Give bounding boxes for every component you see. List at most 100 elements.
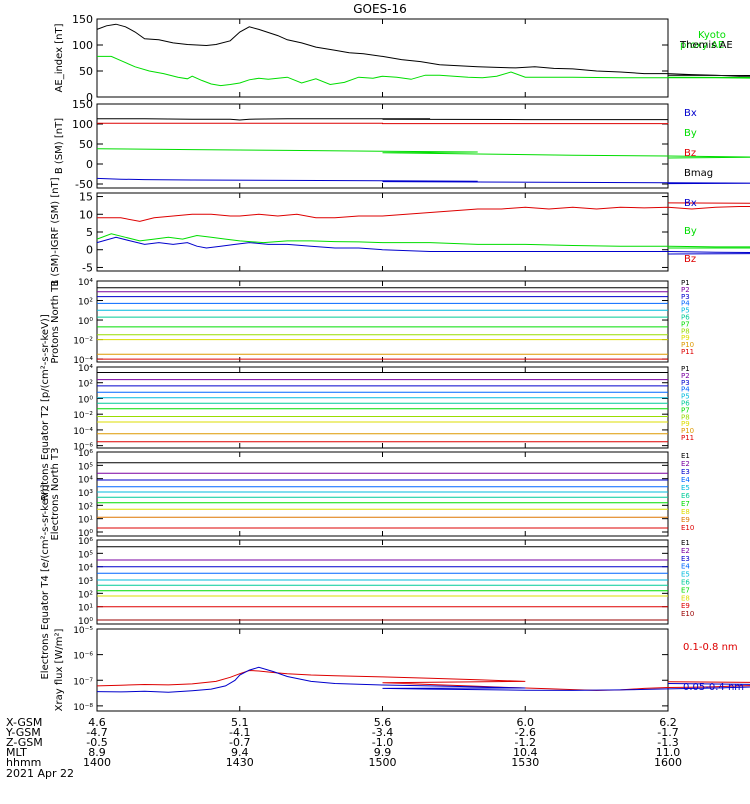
legend-entry: E1 (681, 539, 690, 547)
y-tick-label: 150 (72, 98, 93, 111)
legend-entry: E1 (681, 452, 690, 460)
y-tick-label: 10³ (78, 577, 93, 587)
legend-entry: E2 (681, 547, 690, 555)
footer-value: 1430 (226, 756, 254, 769)
legend-entry: E5 (681, 484, 690, 492)
y-tick-label: 10⁴ (78, 476, 93, 486)
legend-entry: E8 (681, 594, 690, 602)
panel-frame (97, 540, 668, 624)
footer-value: 1400 (83, 756, 111, 769)
legend-entry: Bz (684, 254, 696, 265)
legend-entry: E7 (681, 586, 690, 594)
panel-frame (97, 629, 668, 711)
y-tick-label: 10⁻⁸ (73, 703, 93, 713)
y-tick-label: 10² (78, 590, 93, 600)
legend-entry: 0.05-0.4 nm (683, 682, 744, 693)
legend-entry: E4 (681, 563, 690, 571)
y-tick-label: 10⁵ (78, 462, 93, 472)
y-tick-label: 10³ (78, 489, 93, 499)
legend-entry: E6 (681, 579, 690, 587)
y-tick-label: 10⁰ (78, 395, 93, 405)
panel-frame (97, 281, 668, 362)
series-line-by (97, 149, 750, 158)
y-tick-label: 10⁴ (78, 278, 93, 288)
y-tick-label: 10⁶ (78, 537, 93, 547)
footer-value: 1530 (511, 756, 539, 769)
y-tick-label: 100 (72, 39, 93, 52)
legend-entry: E5 (681, 571, 690, 579)
y-tick-label: 50 (79, 65, 93, 78)
y-axis-label: Electrons Equator T4 [e/(cm²-s-sr-keV)] (40, 484, 51, 679)
y-axis-label: AE_index [nT] (54, 23, 65, 92)
legend-entry: E3 (681, 468, 690, 476)
footer-value: 1600 (654, 756, 682, 769)
y-tick-label: 10⁻⁷ (73, 677, 93, 687)
y-tick-label: 100 (72, 118, 93, 131)
y-tick-label: 10⁻⁴ (73, 427, 93, 437)
legend-entry: E2 (681, 460, 690, 468)
legend-entry: E8 (681, 508, 690, 516)
legend-entry: Bz (684, 148, 696, 159)
page-title: GOES-16 (353, 2, 407, 16)
y-axis-label: B (SM)-IGRF (SM) [nT] (50, 177, 61, 286)
y-tick-label: 15 (79, 191, 93, 204)
legend-entry: By (684, 128, 697, 139)
y-tick-label: 10⁴ (78, 364, 93, 374)
legend-entry: Themis AE (679, 40, 733, 51)
y-tick-label: 10¹ (78, 516, 93, 526)
y-tick-label: 10⁻⁵ (73, 626, 93, 636)
legend-entry: Bmag (684, 168, 713, 179)
panel-2: -50 0 50 100 150 B (SM) [nT] Bx By Bz Bmag (54, 98, 750, 191)
y-tick-label: 10⁵ (78, 550, 93, 560)
legend-entry: By (684, 226, 697, 237)
panel-frame (97, 193, 668, 271)
series-line-bmag (97, 119, 668, 120)
y-axis-label: Electrons North T3 (50, 447, 61, 540)
y-tick-label: 0 (86, 158, 93, 171)
legend-entry: E3 (681, 555, 690, 563)
legend-entry: Bx (684, 108, 697, 119)
y-tick-label: 10² (78, 502, 93, 512)
y-tick-label: -50 (75, 178, 93, 191)
y-tick-label: 10² (78, 298, 93, 308)
y-tick-label: -5 (82, 261, 93, 274)
y-tick-label: 0 (86, 244, 93, 257)
y-tick-label: 10⁶ (78, 449, 93, 459)
y-tick-label: 50 (79, 138, 93, 151)
panel-frame (97, 452, 668, 536)
legend-entry: E9 (681, 516, 690, 524)
y-tick-label: 10² (78, 380, 93, 390)
series-line-themis-ae (97, 24, 750, 76)
y-tick-label: 5 (86, 226, 93, 239)
panel-frame (97, 19, 668, 97)
legend-entry: E10 (681, 524, 694, 532)
legend-entry: E10 (681, 610, 694, 618)
y-tick-label: 10⁰ (78, 317, 93, 327)
series-line-bx (97, 178, 750, 183)
legend-entry: P11 (681, 348, 694, 356)
y-tick-label: 150 (72, 13, 93, 26)
series-line-kyoto-proxy-ae (97, 56, 750, 85)
legend-entry: Bx (684, 198, 697, 209)
y-tick-label: 10⁴ (78, 564, 93, 574)
legend-entry: E9 (681, 602, 690, 610)
y-tick-label: 10 (79, 208, 93, 221)
series-line-bz (97, 203, 750, 222)
date-label: 2021 Apr 22 (6, 767, 74, 780)
y-axis-label: B (SM) [nT] (54, 118, 65, 174)
y-axis-label: Xray flux [W/m²] (54, 629, 65, 712)
footer-value: 1500 (369, 756, 397, 769)
y-axis-label: Protons North T1 (50, 279, 61, 363)
legend-entry: E7 (681, 500, 690, 508)
panel-frame (97, 104, 668, 188)
y-tick-label: 10⁻⁶ (73, 652, 93, 662)
